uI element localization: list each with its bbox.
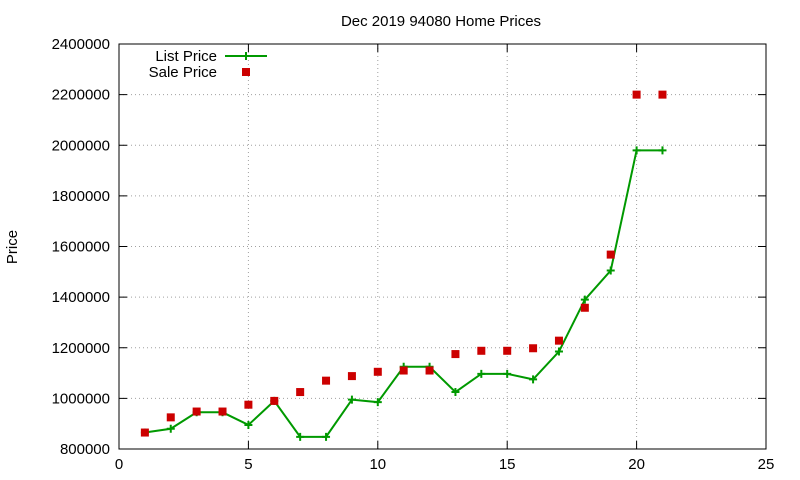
data-point xyxy=(399,366,408,375)
y-tick-label: 2400000 xyxy=(52,36,110,53)
data-point xyxy=(554,347,563,356)
data-point xyxy=(270,396,279,405)
y-tick-label: 1200000 xyxy=(52,340,110,357)
data-point xyxy=(632,90,641,99)
data-point xyxy=(296,388,305,397)
data-point xyxy=(192,407,201,416)
data-point xyxy=(244,400,253,409)
data-point xyxy=(529,375,538,384)
y-tick-label: 2200000 xyxy=(52,87,110,104)
data-point xyxy=(606,266,615,275)
data-point xyxy=(166,413,175,422)
series-sale-price xyxy=(140,90,667,437)
y-axis-label: Price xyxy=(4,230,21,264)
data-point xyxy=(425,366,434,375)
data-point xyxy=(477,369,486,378)
data-point xyxy=(554,336,563,345)
legend: List Price Sale Price xyxy=(149,48,267,81)
legend-marker xyxy=(242,52,250,60)
y-tick-label: 1000000 xyxy=(52,390,110,407)
x-tick-label: 25 xyxy=(758,456,775,473)
data-point xyxy=(451,388,460,397)
y-tick-label: 2000000 xyxy=(52,137,110,154)
data-point xyxy=(580,295,589,304)
data-point xyxy=(140,428,149,437)
x-tick-label: 0 xyxy=(115,456,123,473)
x-tick-label: 10 xyxy=(369,456,386,473)
x-tick-label: 15 xyxy=(499,456,516,473)
legend-key-sale-price xyxy=(242,68,250,76)
data-point xyxy=(503,346,512,355)
data-point xyxy=(347,395,356,404)
data-point xyxy=(632,146,641,155)
y-tick-label: 1400000 xyxy=(52,289,110,306)
data-point xyxy=(606,250,615,259)
y-tick-label: 1800000 xyxy=(52,188,110,205)
legend-key-list-price xyxy=(225,52,267,60)
data-point xyxy=(296,432,305,441)
legend-marker xyxy=(242,68,250,76)
data-point xyxy=(322,432,331,441)
y-tick-label: 1600000 xyxy=(52,239,110,256)
data-point xyxy=(166,424,175,433)
legend-label-list-price: List Price xyxy=(155,48,217,65)
data-point xyxy=(218,407,227,416)
data-point xyxy=(347,372,356,381)
data-point xyxy=(451,350,460,359)
data-point xyxy=(477,346,486,355)
data-point xyxy=(373,398,382,407)
x-tick-label: 5 xyxy=(244,456,252,473)
data-point xyxy=(658,146,667,155)
legend-label-sale-price: Sale Price xyxy=(149,64,217,81)
x-tick-label: 20 xyxy=(628,456,645,473)
data-point xyxy=(658,90,667,99)
y-tick-label: 800000 xyxy=(60,441,110,458)
data-point xyxy=(373,367,382,376)
data-point xyxy=(580,303,589,312)
series xyxy=(140,90,667,441)
chart-title: Dec 2019 94080 Home Prices xyxy=(341,13,541,30)
data-point xyxy=(529,344,538,353)
axis-ticks: 0 5 10 15 20 25 800000 1000000 1200000 1400000 160… xyxy=(52,36,775,473)
data-point xyxy=(244,420,253,429)
data-point xyxy=(503,369,512,378)
data-point xyxy=(322,376,331,385)
